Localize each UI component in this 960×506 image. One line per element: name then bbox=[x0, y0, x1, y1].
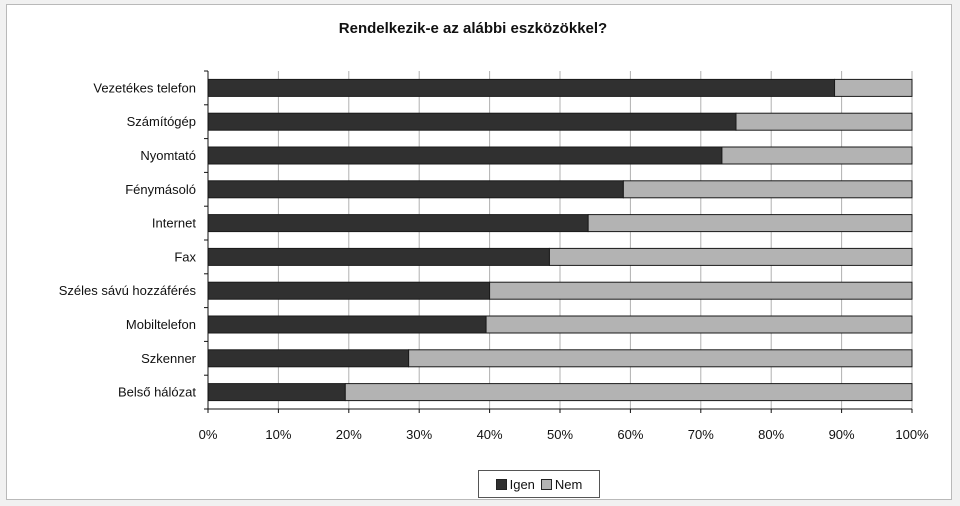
category-label: Internet bbox=[152, 216, 196, 231]
x-tick-label: 20% bbox=[336, 427, 362, 442]
chart-title: Rendelkezik-e az alábbi eszközökkel? bbox=[338, 20, 608, 37]
bar-igen bbox=[207, 180, 624, 199]
x-tick-label: 30% bbox=[406, 427, 432, 442]
bar-nem bbox=[548, 247, 913, 266]
x-tick-label: 90% bbox=[829, 427, 855, 442]
category-label: Vezetékes telefon bbox=[93, 80, 196, 95]
bar-nem bbox=[408, 349, 913, 368]
x-tick-label: 10% bbox=[265, 427, 291, 442]
category-label: Mobiltelefon bbox=[126, 317, 196, 332]
category-label: Széles sávú hozzáférés bbox=[59, 283, 197, 298]
bar-igen bbox=[207, 349, 410, 368]
x-tick-label: 40% bbox=[477, 427, 503, 442]
x-tick-label: 70% bbox=[688, 427, 714, 442]
bar-nem bbox=[735, 112, 913, 131]
legend-swatch-igen bbox=[495, 478, 507, 490]
x-tick-label: 80% bbox=[758, 427, 784, 442]
legend-item-igen: Igen bbox=[495, 476, 535, 492]
bar-nem bbox=[489, 281, 913, 300]
x-tick-label: 0% bbox=[199, 427, 218, 442]
x-tick-label: 60% bbox=[617, 427, 643, 442]
legend-item-nem: Nem bbox=[540, 476, 583, 492]
legend: Igen Nem bbox=[478, 470, 600, 498]
x-tick-label: 100% bbox=[895, 427, 929, 442]
category-label: Fax bbox=[174, 249, 196, 264]
bar-nem bbox=[721, 146, 913, 165]
bar-igen bbox=[207, 315, 487, 334]
x-tick-label: 50% bbox=[547, 427, 573, 442]
bar-igen bbox=[207, 281, 491, 300]
bar-igen bbox=[207, 247, 550, 266]
bar-nem bbox=[344, 383, 913, 402]
legend-swatch-nem bbox=[540, 478, 552, 490]
bar-nem bbox=[485, 315, 913, 334]
category-label: Számítógép bbox=[127, 114, 196, 129]
bar-igen bbox=[207, 214, 589, 233]
legend-label-igen: Igen bbox=[509, 476, 535, 492]
bar-nem bbox=[622, 180, 913, 199]
bar-igen bbox=[207, 78, 836, 97]
category-label: Szkenner bbox=[141, 351, 197, 366]
bar-igen bbox=[207, 383, 346, 402]
category-label: Fénymásoló bbox=[125, 182, 196, 197]
category-label: Belső hálózat bbox=[118, 385, 196, 400]
bar-nem bbox=[587, 214, 913, 233]
bar-igen bbox=[207, 112, 737, 131]
bar-nem bbox=[834, 78, 913, 97]
category-label: Nyomtató bbox=[140, 148, 196, 163]
bar-igen bbox=[207, 146, 723, 165]
legend-label-nem: Nem bbox=[554, 476, 583, 492]
